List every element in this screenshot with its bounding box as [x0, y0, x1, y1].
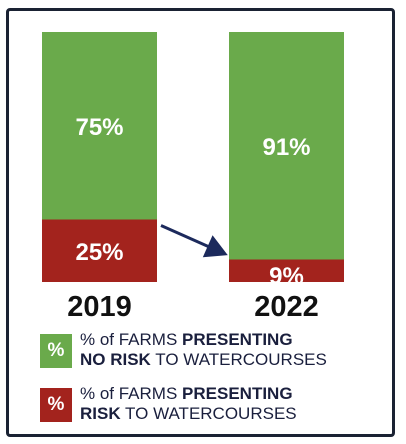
arrow-line	[160, 224, 216, 251]
arrow-head	[202, 235, 228, 258]
legend-no-risk-line2-b: TO WATERCOURSES	[150, 350, 327, 369]
legend-risk-line2-a: RISK	[80, 404, 121, 423]
legend-risk-line2-b: TO WATERCOURSES	[120, 404, 297, 423]
bar-2019-no-risk	[42, 32, 157, 220]
labels-layer: 25% 75% 2019 9% 91% 2022	[67, 114, 319, 323]
category-label-2022: 2022	[254, 291, 319, 323]
legend-item-risk: % % of FARMS PRESENTING RISK TO WATERCOU…	[40, 384, 390, 428]
data-label-2019-risk: 25%	[75, 239, 123, 266]
bar-2022-risk	[229, 259, 344, 282]
legend-no-risk-line1-a: % of FARMS	[80, 330, 183, 349]
data-label-2022-risk: 9%	[269, 263, 304, 290]
data-label-2022-no-risk: 91%	[262, 134, 310, 161]
legend-risk-line1-a: % of FARMS	[80, 384, 183, 403]
legend-no-risk-line1-b: PRESENTING	[182, 330, 293, 349]
data-label-2019-no-risk: 75%	[75, 114, 123, 141]
legend-item-no-risk: % % of FARMS PRESENTING NO RISK TO WATER…	[40, 330, 390, 374]
legend-swatch-no-risk: %	[40, 334, 72, 368]
legend-no-risk-line2-a: NO RISK	[80, 350, 151, 369]
bar-2022-no-risk	[229, 32, 344, 260]
bars-layer	[42, 32, 344, 282]
legend-text-risk: % of FARMS PRESENTING RISK TO WATERCOURS…	[80, 384, 380, 424]
legend-text-no-risk: % of FARMS PRESENTING NO RISK TO WATERCO…	[80, 330, 380, 370]
bar-2019-risk	[42, 219, 157, 282]
trend-arrow	[160, 224, 228, 258]
category-label-2019: 2019	[67, 291, 132, 323]
legend-swatch-risk: %	[40, 388, 72, 422]
legend-risk-line1-b: PRESENTING	[182, 384, 293, 403]
